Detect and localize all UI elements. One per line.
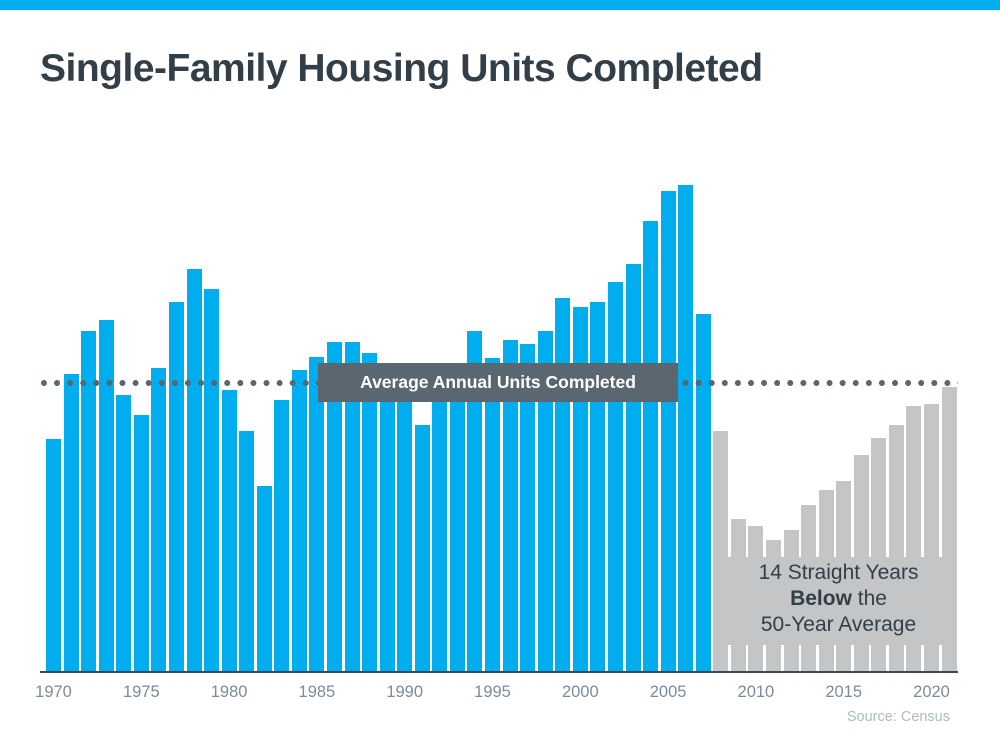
bar-1994 bbox=[467, 330, 483, 672]
bar-1979 bbox=[204, 289, 219, 672]
x-axis-line bbox=[40, 671, 958, 673]
annotation-panel bbox=[723, 557, 954, 645]
bar-1977 bbox=[168, 301, 184, 672]
bar-1976 bbox=[151, 367, 167, 672]
annotation-line-3: 50-Year Average bbox=[760, 613, 917, 636]
bar-1988 bbox=[362, 352, 378, 672]
bar-1984 bbox=[291, 370, 307, 672]
top-accent-bar bbox=[0, 0, 1000, 10]
bar-2000 bbox=[572, 306, 588, 672]
x-tick-1990: 1990 bbox=[386, 683, 424, 701]
bar-2001 bbox=[590, 302, 606, 672]
annotation-text: 14 Straight Years Below the 50-Year Aver… bbox=[723, 560, 954, 638]
x-tick-1985: 1985 bbox=[298, 683, 336, 701]
x-tick-2015: 2015 bbox=[825, 683, 863, 701]
bar-1974 bbox=[116, 395, 132, 672]
bar-1981 bbox=[239, 431, 255, 672]
bar-1980 bbox=[221, 390, 237, 672]
annotation-bold-word: Below bbox=[790, 587, 852, 610]
annotation-line-2-rest: the bbox=[851, 587, 887, 610]
x-tick-1980: 1980 bbox=[210, 683, 248, 701]
bar-1990 bbox=[397, 387, 413, 672]
bar-1982 bbox=[256, 486, 272, 672]
annotation-line-2: Below the bbox=[723, 586, 954, 612]
x-tick-1975: 1975 bbox=[122, 683, 160, 701]
bar-1991 bbox=[414, 425, 430, 672]
bar-1987 bbox=[344, 341, 360, 672]
x-tick-1970: 1970 bbox=[35, 683, 72, 701]
bar-2002 bbox=[607, 282, 623, 672]
source-credit: Source: Census bbox=[846, 709, 950, 725]
x-tick-2005: 2005 bbox=[649, 683, 687, 701]
bar-1995 bbox=[485, 358, 500, 672]
bar-1975 bbox=[133, 414, 149, 672]
bar-1992 bbox=[432, 388, 448, 672]
bar-1999 bbox=[555, 298, 571, 672]
bar-2004 bbox=[643, 221, 658, 672]
bar-1986 bbox=[327, 342, 342, 672]
bar-2007 bbox=[695, 313, 711, 672]
x-tick-2020: 2020 bbox=[913, 683, 950, 701]
average-line-label-text: Average Annual Units Completed bbox=[360, 372, 636, 392]
bar-1983 bbox=[274, 400, 290, 672]
bar-1985 bbox=[309, 356, 325, 672]
average-line-label: Average Annual Units Completed bbox=[318, 363, 678, 402]
x-tick-2010: 2010 bbox=[737, 683, 775, 701]
bar-1973 bbox=[98, 319, 114, 672]
annotation-line-1: 14 Straight Years bbox=[758, 561, 919, 584]
x-tick-2000: 2000 bbox=[561, 683, 599, 701]
bar-1993 bbox=[449, 366, 465, 672]
bar-1978 bbox=[186, 269, 202, 672]
bar-1970 bbox=[46, 438, 61, 672]
chart-title: Single-Family Housing Units Completed bbox=[40, 47, 763, 90]
bar-1996 bbox=[502, 339, 518, 672]
bar-1971 bbox=[63, 373, 79, 672]
x-tick-1995: 1995 bbox=[474, 683, 511, 701]
bar-1972 bbox=[81, 330, 97, 672]
bar-2006 bbox=[678, 184, 694, 672]
bar-1997 bbox=[520, 343, 536, 672]
bar-2005 bbox=[660, 190, 676, 672]
bar-1998 bbox=[537, 330, 553, 672]
bar-1989 bbox=[379, 370, 395, 672]
bar-2003 bbox=[625, 264, 641, 672]
